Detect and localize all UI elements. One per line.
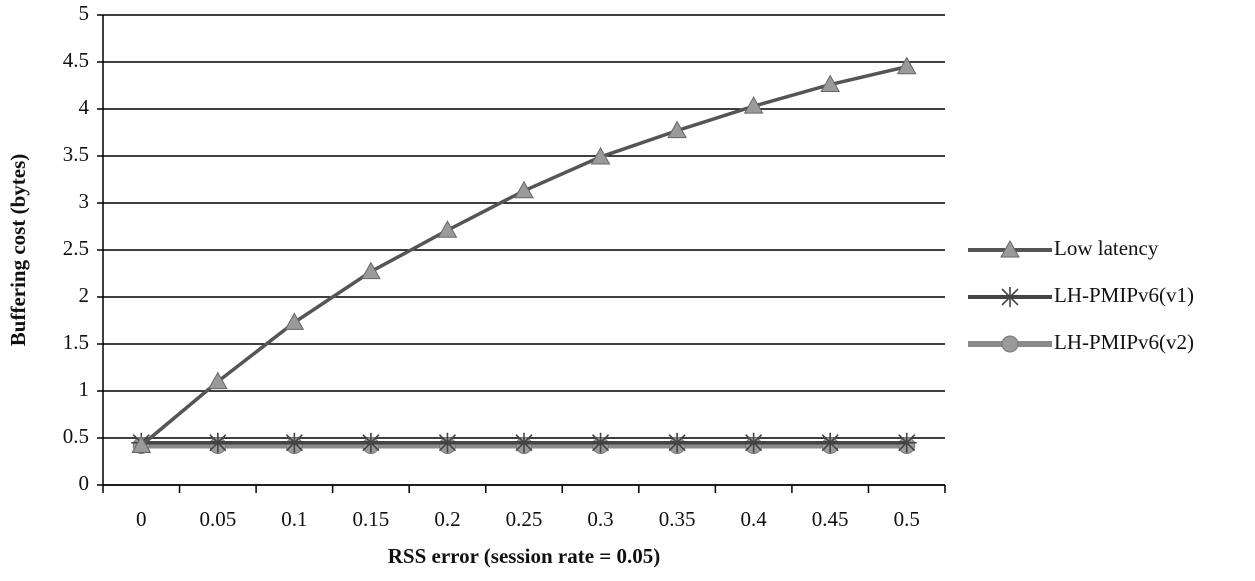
y-tick-label: 4.5 bbox=[63, 48, 89, 72]
x-tick-label: 0 bbox=[136, 507, 147, 531]
marker bbox=[820, 74, 841, 93]
marker bbox=[743, 432, 764, 453]
marker bbox=[361, 261, 381, 280]
x-tick-label: 0.25 bbox=[506, 507, 543, 531]
x-tick-label: 0.1 bbox=[281, 507, 307, 531]
marker bbox=[514, 432, 534, 453]
y-tick-label: 0 bbox=[79, 471, 90, 495]
marker bbox=[207, 371, 228, 390]
legend-marker bbox=[1001, 335, 1019, 353]
y-axis-title: Buffering cost (bytes) bbox=[6, 154, 30, 346]
y-tick-label: 2.5 bbox=[63, 236, 89, 260]
marker bbox=[131, 435, 152, 454]
marker bbox=[437, 432, 458, 453]
x-tick-label: 0.15 bbox=[353, 507, 390, 531]
marker bbox=[896, 432, 917, 453]
marker bbox=[437, 220, 458, 238]
marker bbox=[896, 56, 917, 75]
x-tick-label: 0.45 bbox=[812, 507, 849, 531]
marker bbox=[667, 120, 687, 139]
x-tick-label: 0.05 bbox=[199, 507, 236, 531]
y-tick-label: 3 bbox=[79, 189, 90, 213]
legend-marker bbox=[1000, 239, 1020, 258]
y-tick-label: 5 bbox=[79, 1, 90, 25]
marker bbox=[514, 180, 534, 199]
x-tick-label: 0.3 bbox=[587, 507, 613, 531]
y-tick-label: 2 bbox=[79, 283, 90, 307]
y-tick-label: 1.5 bbox=[63, 330, 89, 354]
legend-marker bbox=[1000, 287, 1020, 307]
y-tick-label: 3.5 bbox=[63, 142, 89, 166]
marker bbox=[284, 312, 305, 330]
y-tick-label: 0.5 bbox=[63, 424, 89, 448]
marker bbox=[590, 146, 611, 165]
x-tick-label: 0.4 bbox=[741, 507, 768, 531]
y-tick-label: 1 bbox=[79, 377, 90, 401]
marker bbox=[743, 96, 764, 114]
series-line bbox=[140, 64, 908, 447]
marker bbox=[207, 432, 228, 453]
legend-label: Low latency bbox=[1054, 236, 1159, 260]
x-tick-label: 0.35 bbox=[659, 507, 696, 531]
y-tick-label: 4 bbox=[79, 95, 90, 119]
legend-label: LH-PMIPv6(v1) bbox=[1054, 283, 1194, 307]
x-axis-title: RSS error (session rate = 0.05) bbox=[388, 544, 661, 568]
x-tick-label: 0.5 bbox=[894, 507, 920, 531]
marker bbox=[820, 432, 841, 453]
legend-label: LH-PMIPv6(v2) bbox=[1054, 330, 1194, 354]
x-tick-label: 0.2 bbox=[434, 507, 460, 531]
marker bbox=[284, 432, 305, 453]
marker bbox=[667, 432, 688, 453]
marker bbox=[360, 432, 381, 453]
marker bbox=[590, 432, 611, 453]
